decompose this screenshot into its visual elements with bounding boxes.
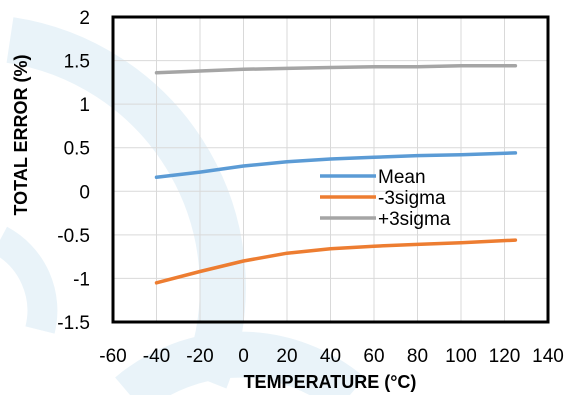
x-tick-label: -20	[186, 346, 213, 367]
x-tick-label: 60	[363, 346, 384, 367]
plot-area-frame	[111, 15, 550, 324]
x-tick-label: 120	[489, 346, 521, 367]
x-tick-label: 40	[320, 346, 341, 367]
legend-label: Mean	[378, 167, 426, 188]
x-axis-ticks: -60 -40 -20 0 20 40 60 80 100 120 140	[99, 346, 564, 367]
series-line-mean	[154, 151, 518, 180]
y-tick-label: 0.5	[64, 139, 90, 160]
series-line-3sigma	[154, 64, 518, 75]
x-tick-label: 100	[445, 346, 477, 367]
y-axis-title: TOTAL ERROR (%)	[11, 54, 31, 215]
legend: Mean-3sigma+3sigma	[320, 167, 451, 230]
legend-label: +3sigma	[378, 209, 451, 230]
y-tick-label: 0	[79, 182, 90, 203]
y-tick-label: -1.5	[57, 313, 90, 334]
x-axis-title: TEMPERATURE (°C)	[244, 372, 417, 392]
series-lines	[154, 64, 518, 285]
series-line-3sigma	[154, 238, 518, 285]
legend-label: -3sigma	[378, 188, 446, 209]
y-tick-label: -0.5	[57, 226, 90, 247]
x-tick-label: -60	[99, 346, 126, 367]
y-tick-label: 1	[79, 95, 90, 116]
x-tick-label: -40	[143, 346, 170, 367]
y-tick-label: 1.5	[64, 52, 90, 73]
watermark-arcs	[0, 17, 365, 395]
x-tick-label: 0	[238, 346, 249, 367]
y-tick-label: -1	[73, 269, 90, 290]
x-tick-label: 20	[276, 346, 297, 367]
y-tick-label: 2	[79, 8, 90, 29]
x-tick-label: 140	[532, 346, 564, 367]
y-axis-ticks: 2 1.5 1 0.5 0 -0.5 -1 -1.5	[57, 8, 90, 334]
x-tick-label: 80	[407, 346, 428, 367]
